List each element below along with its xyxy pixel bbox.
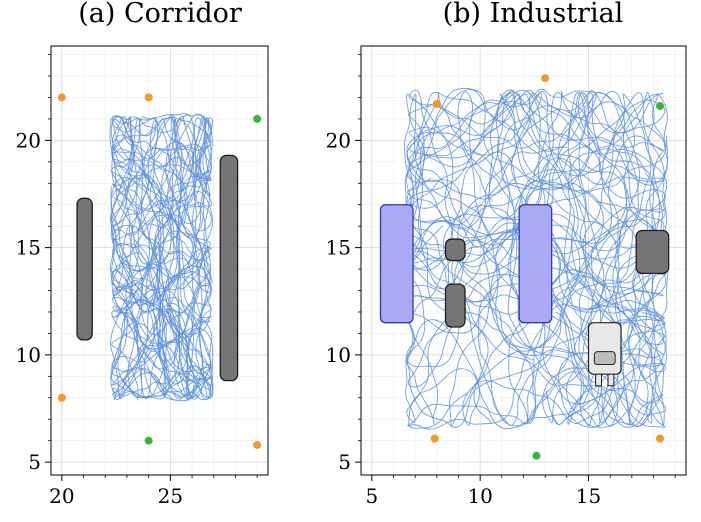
wall-obstacle: [444, 238, 466, 262]
green-point: [656, 102, 664, 111]
robot-panel: [593, 351, 616, 366]
robot-leg: [607, 372, 615, 387]
orange-point: [57, 393, 66, 402]
panel-b-title: (b) Industrial: [443, 0, 624, 29]
y-tick-label: 10: [16, 343, 41, 367]
wall-obstacle: [444, 283, 466, 328]
trajectory: [407, 90, 669, 428]
y-tick-label: 15: [16, 236, 41, 260]
robot-icon: [587, 322, 622, 387]
robot-body: [587, 322, 622, 375]
trajectory-group: [404, 87, 669, 430]
y-tick-label: 15: [326, 236, 351, 260]
robot-leg: [595, 372, 603, 387]
panel-industrial: 5 10 15 5 10 15 20: [326, 45, 687, 508]
orange-point: [541, 74, 550, 83]
panel-a-title: (a) Corridor: [78, 0, 242, 29]
y-tick-label: 10: [326, 343, 351, 367]
x-tick-label: 15: [576, 484, 601, 508]
trajectory-group: [109, 113, 214, 402]
x-tick-label: 25: [158, 484, 183, 508]
orange-point: [432, 99, 441, 108]
orange-point: [253, 440, 262, 449]
green-point: [253, 114, 262, 123]
trajectory: [110, 115, 212, 400]
shelf-obstacle: [379, 204, 414, 324]
plot-frame: [50, 45, 269, 476]
wall-obstacle: [635, 229, 670, 275]
y-tick-label: 20: [326, 128, 351, 152]
orange-point: [57, 93, 66, 102]
y-tick-label: 5: [28, 450, 41, 474]
x-tick-label: 5: [365, 484, 378, 508]
trajectory: [405, 89, 664, 430]
x-tick-label: 20: [49, 484, 74, 508]
shelf-obstacle: [518, 204, 553, 324]
trajectory: [109, 116, 213, 402]
green-point: [144, 436, 153, 445]
wall-obstacle: [76, 197, 93, 341]
panel-corridor: 20 25 5 10 15 20: [16, 45, 269, 508]
y-tick-label: 20: [16, 128, 41, 152]
green-point: [532, 451, 541, 460]
trajectory: [111, 113, 214, 400]
x-tick-label: 10: [467, 484, 492, 508]
orange-point: [144, 93, 153, 102]
y-tick-label: 5: [338, 450, 351, 474]
orange-point: [656, 434, 664, 443]
orange-point: [430, 434, 439, 443]
trajectory: [110, 113, 214, 400]
wall-obstacle: [219, 154, 239, 382]
trajectory: [406, 90, 667, 428]
